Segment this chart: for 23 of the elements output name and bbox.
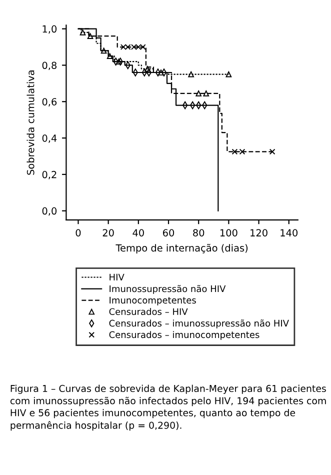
x-axis-title: Tempo de internação (dias) [116, 244, 248, 254]
y-tick-label: 0,0 [42, 207, 57, 216]
x-tick-label: 20 [102, 229, 114, 236]
y-tick-label: 0,2 [42, 170, 56, 180]
legend-label: Censurados – imunocompetentes [109, 331, 260, 340]
legend-label: HIV [110, 274, 124, 280]
y-tick-label: 0,4 [42, 134, 57, 143]
x-tick-label: 80 [193, 229, 204, 236]
x-tick-label: 120 [250, 229, 268, 236]
y-axis-title: Sobrevida cumulativa [26, 70, 34, 175]
y-tick-label: 0,8 [42, 62, 57, 70]
legend-label: Censurados – HIV [109, 308, 188, 316]
x-tick-label: 60 [163, 229, 174, 236]
x-tick-label: 100 [220, 229, 238, 236]
legend-label: Imunossupressão não HIV [110, 285, 226, 294]
x-tick-label: 0 [76, 229, 81, 236]
x-tick-label: 140 [280, 229, 298, 236]
text: Figura 1 – Curvas de sobrevida de Kaplan-Meyer para 61 pacientes com imunossupressão não infectados pelo HIV, 194 pacientes com HIV e 56 pacientes imunocompetentes, quanto ao tempo de permanência hospitalar (p = 0,290). [10, 384, 326, 431]
legend-label: Imunocompetentes [110, 296, 196, 306]
legend-label: Censurados – imunossupressão não HIV [109, 319, 289, 328]
x-tick-label: 40 [132, 229, 144, 236]
y-tick-label: 1,0 [42, 25, 57, 34]
y-tick-label: 0,6 [42, 98, 57, 106]
